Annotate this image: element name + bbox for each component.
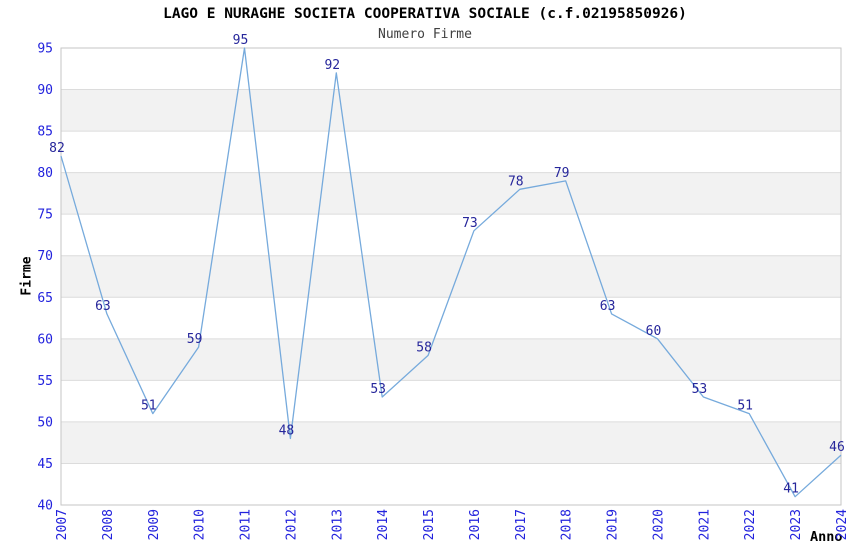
data-point-label: 92 [324, 58, 340, 73]
x-axis-title: Anno [810, 529, 843, 545]
data-point-label: 78 [508, 174, 524, 189]
y-tick-label: 50 [37, 415, 53, 430]
x-tick-label: 2021 [697, 509, 712, 540]
y-tick-label: 85 [37, 125, 53, 140]
x-tick-label: 2008 [101, 509, 116, 540]
x-tick-label: 2015 [422, 509, 437, 540]
x-tick-label: 2018 [560, 509, 575, 540]
data-point-label: 60 [646, 324, 662, 339]
y-tick-label: 45 [37, 457, 53, 472]
data-point-label: 79 [554, 166, 570, 181]
data-point-label: 95 [233, 33, 249, 48]
y-tick-label: 40 [37, 499, 53, 514]
y-tick-label: 90 [37, 83, 53, 98]
x-tick-label: 2019 [606, 509, 621, 540]
x-tick-label: 2017 [514, 509, 529, 540]
data-point-label: 51 [737, 399, 753, 414]
x-tick-label: 2024 [835, 509, 850, 540]
chart-title: LAGO E NURAGHE SOCIETA COOPERATIVA SOCIA… [163, 6, 687, 22]
x-tick-label: 2009 [147, 509, 162, 540]
x-tick-label: 2013 [330, 509, 345, 540]
y-tick-label: 70 [37, 249, 53, 264]
y-tick-label: 55 [37, 374, 53, 389]
data-point-label: 53 [370, 382, 386, 397]
x-tick-label: 2012 [284, 509, 299, 540]
data-point-label: 46 [829, 440, 845, 455]
data-point-label: 58 [416, 340, 432, 355]
grid-band [61, 255, 841, 298]
y-tick-label: 60 [37, 332, 53, 347]
data-point-label: 63 [600, 299, 616, 314]
grid-band [61, 338, 841, 381]
data-point-label: 48 [279, 424, 295, 439]
grid-band [61, 172, 841, 215]
x-tick-label: 2023 [789, 509, 804, 540]
y-tick-label: 65 [37, 291, 53, 306]
y-tick-label: 80 [37, 166, 53, 181]
data-point-label: 73 [462, 216, 478, 231]
x-tick-label: 2010 [193, 509, 208, 540]
grid-band [61, 89, 841, 132]
x-tick-label: 2014 [376, 509, 391, 540]
plot-border [60, 47, 842, 506]
data-point-label: 63 [95, 299, 111, 314]
x-tick-label: 2007 [55, 509, 70, 540]
grid-band [61, 421, 841, 464]
data-point-label: 53 [692, 382, 708, 397]
x-tick-label: 2022 [743, 509, 758, 540]
y-tick-label: 75 [37, 208, 53, 223]
data-point-label: 82 [49, 141, 65, 156]
x-tick-label: 2016 [468, 509, 483, 540]
data-point-label: 51 [141, 399, 157, 414]
series-line [60, 47, 842, 498]
x-tick-label: 2020 [651, 509, 666, 540]
chart-subtitle: Numero Firme [378, 27, 472, 42]
data-point-label: 59 [187, 332, 203, 347]
x-tick-label: 2011 [239, 509, 254, 540]
y-tick-label: 95 [37, 42, 53, 57]
data-point-label: 41 [783, 482, 799, 497]
